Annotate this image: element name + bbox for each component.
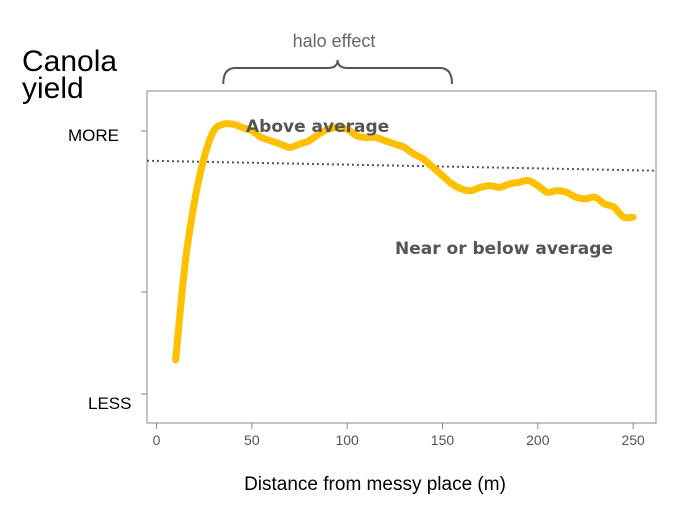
annotation-halo-effect: halo effect — [293, 31, 376, 51]
x-tick-label: 50 — [244, 432, 260, 448]
series-line — [172, 120, 637, 364]
y-axis-title-line1: Canola — [22, 45, 117, 78]
x-tick-label: 0 — [153, 432, 161, 448]
y-tick-label-more: MORE — [68, 126, 119, 145]
annotation-below-average: Near or below average — [395, 239, 613, 259]
annotation-above-average: Above average — [246, 117, 389, 137]
x-axis-title: Distance from messy place (m) — [244, 474, 506, 495]
x-tick-label: 100 — [335, 432, 359, 448]
average-reference-line — [146, 159, 657, 172]
x-axis: 0 50 100 150 200 250 — [153, 423, 645, 448]
y-tick-label-less: LESS — [88, 394, 131, 413]
x-tick-label: 200 — [526, 432, 550, 448]
x-tick-label: 150 — [431, 432, 455, 448]
y-axis-title: Canola yield — [22, 45, 125, 105]
x-tick-label: 250 — [621, 432, 645, 448]
y-axis-title-line2: yield — [22, 72, 84, 105]
halo-bracket — [222, 59, 454, 85]
plot-frame — [146, 90, 657, 424]
